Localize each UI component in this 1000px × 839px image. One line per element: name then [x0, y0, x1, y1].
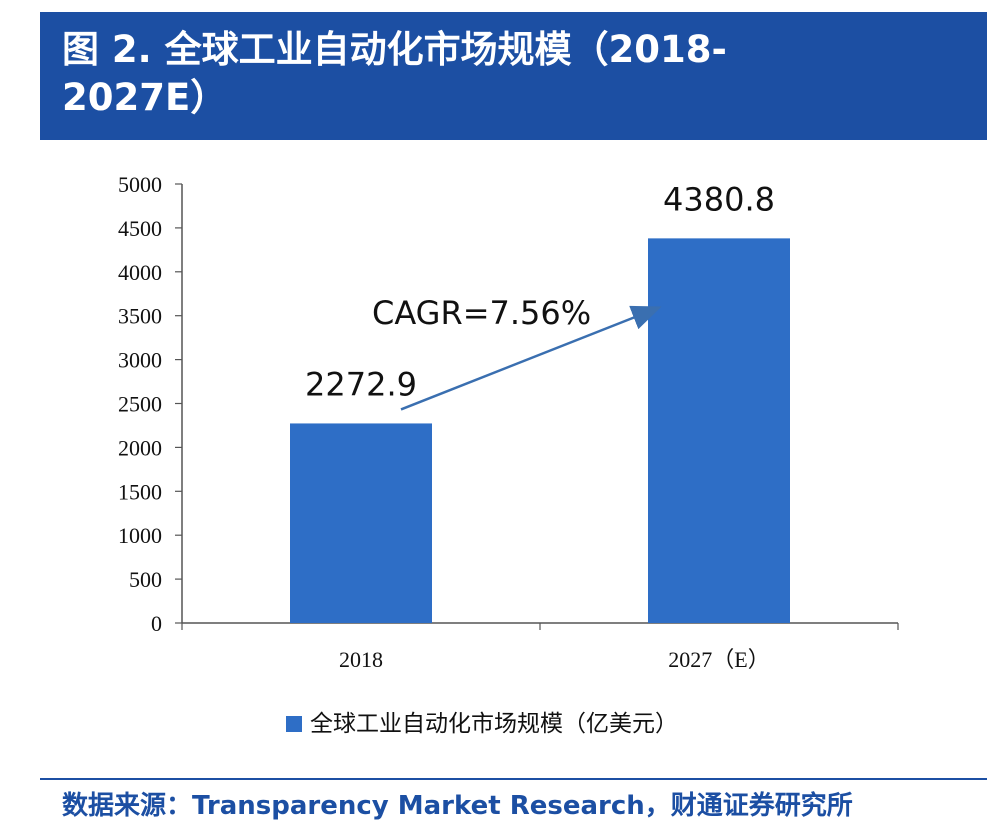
legend-swatch [286, 716, 302, 732]
figure-title-line2: 2027E） [62, 76, 228, 119]
y-tick-label: 2000 [118, 435, 162, 460]
x-tick-label: 2018 [339, 647, 383, 672]
data-label: 4380.8 [663, 180, 775, 218]
y-tick-label: 5000 [118, 172, 162, 197]
cagr-arrow [400, 305, 662, 411]
figure-title: 图 2. 全球工业自动化市场规模（2018- 2027E） [62, 26, 962, 122]
figure-title-line1: 图 2. 全球工业自动化市场规模（2018- [62, 28, 727, 71]
y-tick-label: 3500 [118, 304, 162, 329]
footer-divider [40, 778, 987, 780]
y-tick-label: 2500 [118, 392, 162, 417]
y-tick-label: 0 [151, 611, 162, 636]
x-tick-label: 2027（E） [668, 647, 769, 672]
y-tick-label: 500 [129, 567, 162, 592]
legend-label: 全球工业自动化市场规模（亿美元） [310, 711, 678, 737]
cagr-annotation: CAGR=7.56% [372, 294, 591, 332]
y-tick-label: 1500 [118, 479, 162, 504]
title-bar: 图 2. 全球工业自动化市场规模（2018- 2027E） [40, 12, 987, 140]
source-note: 数据来源：Transparency Market Research，财通证券研究… [62, 791, 853, 821]
y-tick-label: 4000 [118, 260, 162, 285]
y-tick-label: 1000 [118, 523, 162, 548]
bar [648, 238, 790, 623]
bar [290, 423, 432, 623]
data-label: 2272.9 [305, 365, 417, 403]
y-tick-label: 4500 [118, 216, 162, 241]
y-tick-label: 3000 [118, 348, 162, 373]
